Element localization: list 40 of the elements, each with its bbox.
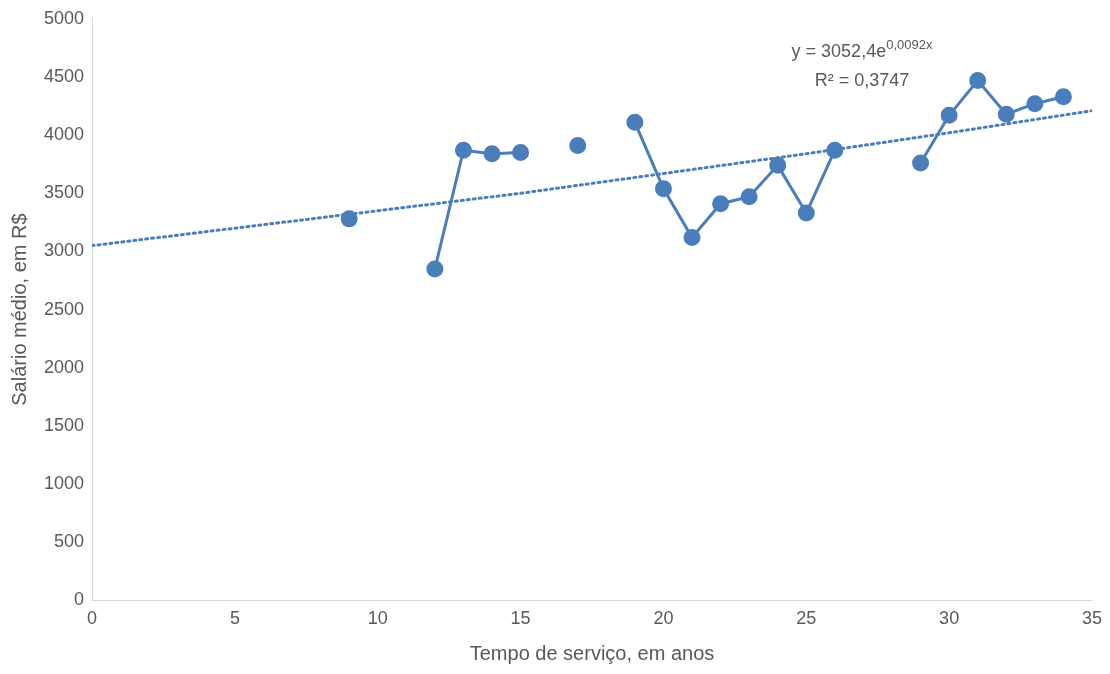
point <box>483 145 501 163</box>
point <box>654 180 672 198</box>
point <box>1026 95 1044 113</box>
point <box>569 137 587 155</box>
x-tick-label: 30 <box>939 608 960 629</box>
y-tick-label: 1500 <box>44 414 85 435</box>
point <box>1054 88 1072 106</box>
y-tick-label: 0 <box>74 589 85 610</box>
point <box>626 113 644 131</box>
y-tick-label: 1000 <box>44 473 85 494</box>
y-tick-label: 500 <box>54 531 85 552</box>
point <box>940 106 958 124</box>
point <box>426 260 444 278</box>
x-axis-title: Tempo de serviço, em anos <box>469 641 715 664</box>
y-tick-label: 2500 <box>44 298 85 319</box>
x-tick-label: 0 <box>87 608 98 629</box>
point <box>712 195 730 213</box>
x-tick-label: 25 <box>796 608 817 629</box>
x-tick-label: 35 <box>1081 608 1102 629</box>
y-tick-label: 2000 <box>44 356 85 377</box>
annotation: R² = 0,3747 <box>814 69 910 90</box>
y-tick-label: 4000 <box>44 124 85 145</box>
x-tick-label: 15 <box>510 608 531 629</box>
y-axis-title: Salário médio, em R$ <box>7 213 30 406</box>
x-tick-label: 10 <box>367 608 388 629</box>
point <box>454 141 472 159</box>
point <box>797 204 815 222</box>
point <box>740 188 758 206</box>
point <box>512 144 530 162</box>
point <box>769 156 787 174</box>
x-tick-label: 20 <box>653 608 674 629</box>
y-tick-label: 3500 <box>44 182 85 203</box>
y-tick-label: 5000 <box>44 7 85 28</box>
x-tick-label: 5 <box>229 608 240 629</box>
point <box>912 154 930 172</box>
point <box>997 105 1015 123</box>
point <box>969 71 987 89</box>
point <box>683 228 701 246</box>
y-tick-label: 4500 <box>44 65 85 86</box>
y-tick-label: 3000 <box>44 240 85 261</box>
